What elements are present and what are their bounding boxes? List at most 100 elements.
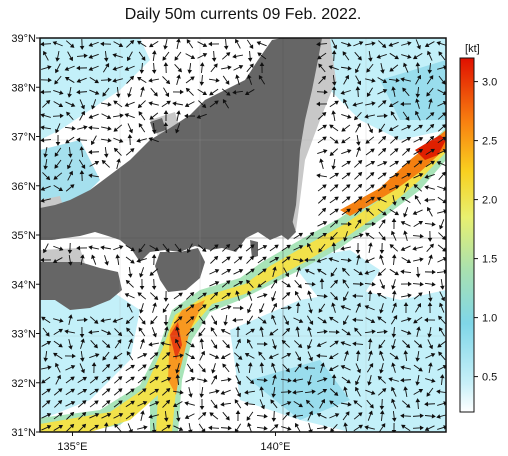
current-arrow-head bbox=[118, 42, 124, 48]
current-arrow-head bbox=[419, 425, 424, 431]
current-arrow-head bbox=[151, 285, 157, 290]
current-arrow-head bbox=[113, 147, 119, 153]
current-arrow-head bbox=[148, 342, 153, 347]
current-arrow-head bbox=[391, 254, 397, 259]
current-arrow-head bbox=[117, 331, 123, 337]
current-arrow-head bbox=[232, 54, 237, 59]
current-arrow-head bbox=[371, 41, 376, 46]
current-arrow-head bbox=[118, 388, 123, 393]
current-arrow-head bbox=[415, 273, 421, 278]
current-arrow-head bbox=[222, 363, 227, 368]
current-arrow-head bbox=[124, 293, 130, 298]
current-arrow-head bbox=[403, 213, 408, 218]
current-arrow-head bbox=[213, 404, 218, 409]
map-title: Daily 50m currents 09 Feb. 2022. bbox=[124, 6, 362, 23]
current-arrow-head bbox=[356, 368, 361, 374]
current-arrow-head bbox=[214, 305, 220, 310]
current-arrow-head bbox=[69, 184, 75, 189]
current-arrow-head bbox=[383, 113, 388, 119]
current-arrow-head bbox=[403, 302, 409, 307]
current-arrow-head bbox=[299, 258, 304, 263]
current-arrow-head bbox=[319, 278, 325, 283]
current-arrow-head bbox=[323, 329, 328, 335]
current-arrow-head bbox=[189, 368, 194, 373]
current-arrow-head bbox=[154, 246, 160, 252]
current-arrow-head bbox=[112, 318, 118, 323]
current-arrow-head bbox=[436, 389, 441, 395]
current-arrow-head bbox=[68, 345, 73, 350]
current-arrow-head bbox=[358, 41, 364, 46]
current-arrow-head bbox=[126, 351, 131, 356]
current-arrow-head bbox=[368, 242, 373, 247]
current-arrow-head bbox=[103, 422, 109, 427]
current-arrow-head bbox=[214, 100, 219, 105]
current-arrow-head bbox=[52, 258, 58, 264]
current-arrow-head bbox=[238, 280, 244, 286]
current-arrow-head bbox=[115, 93, 121, 98]
current-arrow-head bbox=[406, 258, 412, 264]
current-arrow-head bbox=[287, 389, 292, 395]
current-arrow-head bbox=[82, 376, 88, 381]
current-arrow-head bbox=[116, 158, 121, 163]
current-arrow-head bbox=[70, 102, 76, 107]
current-arrow-head bbox=[102, 92, 107, 97]
lat-label: 36°N bbox=[11, 181, 36, 193]
current-arrow-head bbox=[179, 390, 184, 395]
current-arrow-head bbox=[127, 93, 132, 98]
current-arrow-head bbox=[369, 403, 374, 409]
current-arrow-head bbox=[379, 254, 384, 259]
current-arrow-head bbox=[428, 344, 433, 350]
current-arrow-head bbox=[202, 292, 207, 297]
izu-peninsula bbox=[250, 240, 258, 258]
current-arrow-head bbox=[298, 245, 304, 250]
current-arrow-head bbox=[40, 41, 45, 47]
current-arrow-head bbox=[93, 343, 98, 349]
current-arrow-head bbox=[94, 413, 100, 418]
current-arrow-head bbox=[382, 78, 388, 84]
current-arrow-head bbox=[202, 42, 208, 47]
current-arrow-head bbox=[55, 141, 61, 146]
current-arrow-head bbox=[318, 308, 323, 313]
current-arrow-head bbox=[334, 100, 339, 105]
current-arrow-head bbox=[200, 350, 205, 356]
current-arrow-head bbox=[392, 302, 397, 308]
current-arrow-head bbox=[424, 401, 429, 407]
current-arrow-head bbox=[322, 232, 328, 237]
current-arrow-head bbox=[124, 102, 130, 107]
current-arrow-head bbox=[400, 365, 405, 370]
current-arrow-head bbox=[46, 425, 52, 430]
current-arrow-head bbox=[190, 377, 196, 382]
current-arrow-head bbox=[208, 425, 213, 431]
current-arrow-head bbox=[369, 172, 375, 177]
current-arrow-head bbox=[40, 186, 45, 191]
current-arrow-head bbox=[81, 411, 87, 417]
current-arrow-head bbox=[55, 128, 60, 134]
current-arrow-head bbox=[137, 103, 143, 109]
current-arrow-head bbox=[281, 339, 287, 345]
current-arrow-head bbox=[334, 184, 339, 189]
current-arrow-head bbox=[296, 356, 302, 362]
current-arrow-head bbox=[428, 362, 433, 367]
current-arrow-head bbox=[394, 160, 399, 165]
current-arrow-head bbox=[406, 172, 412, 178]
current-arrow-head bbox=[201, 103, 207, 109]
current-arrow-head bbox=[259, 62, 265, 67]
current-arrow-head bbox=[54, 152, 59, 157]
current-arrow-head bbox=[201, 368, 206, 373]
lat-label: 32°N bbox=[11, 378, 36, 390]
current-arrow-head bbox=[69, 43, 75, 48]
current-arrow-head bbox=[59, 318, 64, 323]
current-arrow-head bbox=[431, 378, 436, 383]
current-arrow-head bbox=[162, 56, 167, 61]
current-arrow-head bbox=[377, 271, 383, 277]
current-arrow-head bbox=[80, 254, 85, 259]
current-arrow-head bbox=[190, 304, 195, 309]
current-arrow-head bbox=[356, 141, 361, 146]
current-arrow-head bbox=[90, 140, 96, 146]
current-arrow-head bbox=[58, 102, 64, 108]
current-arrow-head bbox=[418, 220, 424, 225]
current-arrow-head bbox=[354, 115, 359, 121]
current-arrow-head bbox=[331, 165, 336, 170]
current-arrow-head bbox=[323, 377, 328, 382]
current-arrow-head bbox=[368, 128, 373, 134]
